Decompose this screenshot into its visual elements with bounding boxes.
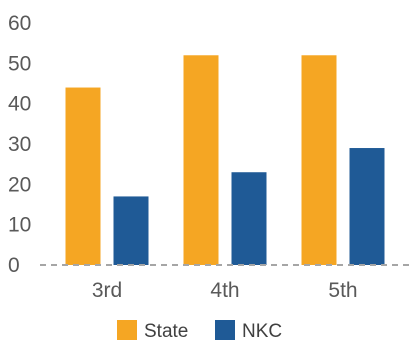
x-category-label: 3rd	[92, 279, 122, 302]
y-tick-label: 30	[8, 133, 31, 156]
bar-nkc-5th	[349, 148, 385, 265]
y-tick-label: 60	[8, 12, 31, 35]
y-axis: 0 10 20 30 40 50 60	[8, 12, 31, 277]
legend-swatch-nkc	[215, 320, 235, 340]
bar-state-3rd	[65, 87, 101, 266]
x-category-label: 4th	[210, 279, 239, 302]
y-tick-label: 40	[8, 93, 31, 116]
y-tick-label: 0	[8, 254, 20, 277]
legend-label-state: State	[144, 321, 188, 342]
bar-nkc-4th	[231, 172, 267, 265]
x-axis: 3rd 4th 5th	[92, 279, 358, 302]
legend-swatch-state	[117, 320, 137, 340]
bar-state-4th	[183, 55, 219, 266]
legend: State NKC	[117, 320, 282, 342]
bars	[65, 55, 385, 266]
legend-label-nkc: NKC	[242, 321, 282, 342]
x-category-label: 5th	[328, 279, 357, 302]
y-tick-label: 50	[8, 52, 31, 75]
y-tick-label: 10	[8, 214, 31, 237]
bar-nkc-3rd	[113, 196, 149, 265]
bar-state-5th	[301, 55, 337, 266]
y-tick-label: 20	[8, 173, 31, 196]
